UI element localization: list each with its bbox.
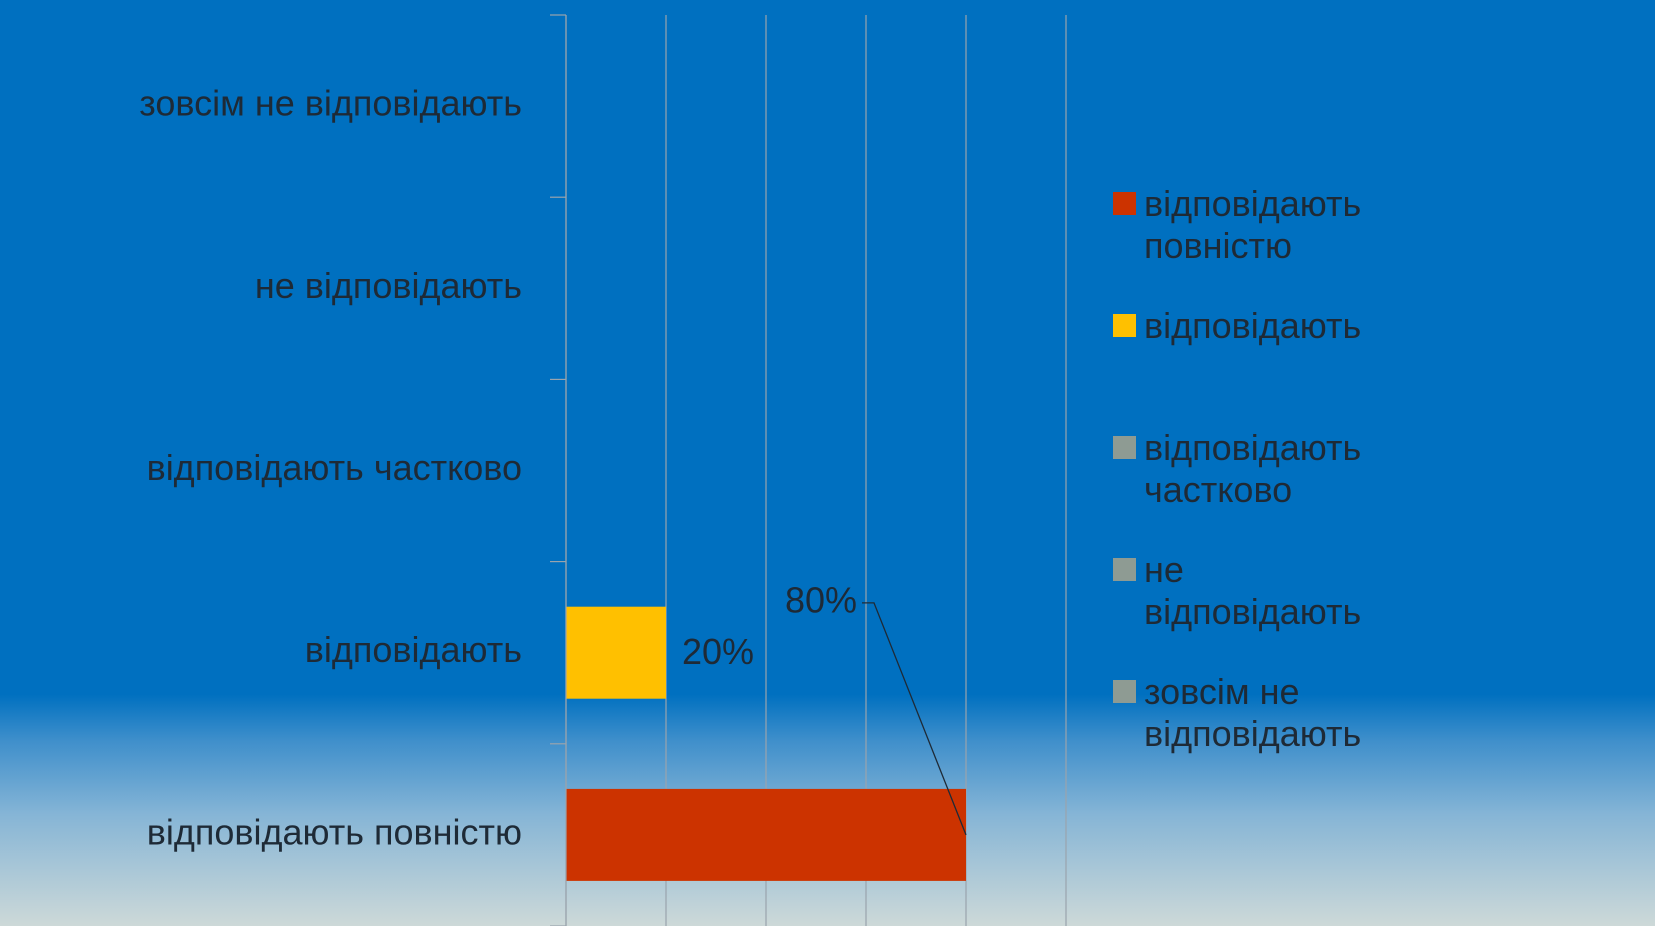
legend-swatch bbox=[1113, 558, 1136, 581]
legend-swatch bbox=[1113, 192, 1136, 215]
data-label: 20% bbox=[682, 631, 754, 672]
legend-item: відповідають частково bbox=[1113, 427, 1361, 511]
legend-swatch bbox=[1113, 436, 1136, 459]
y-tick-label: відповідають частково bbox=[147, 447, 522, 488]
y-tick-label: відповідають повністю bbox=[147, 811, 522, 852]
bar bbox=[566, 606, 666, 699]
legend-item: відповідають bbox=[1113, 305, 1361, 347]
legend-item: зовсім не відповідають bbox=[1113, 671, 1444, 755]
legend-label: не відповідають bbox=[1144, 549, 1362, 632]
legend-label: відповідають частково bbox=[1144, 427, 1362, 510]
bar bbox=[566, 788, 966, 881]
legend-label: відповідають повністю bbox=[1144, 183, 1362, 266]
legend-label: відповідають bbox=[1144, 305, 1362, 346]
legend-swatch bbox=[1113, 314, 1136, 337]
legend-label: зовсім не відповідають bbox=[1144, 671, 1362, 754]
y-tick-label: зовсім не відповідають bbox=[139, 83, 522, 124]
y-tick-label: не відповідають bbox=[255, 265, 522, 306]
leader-line bbox=[862, 602, 967, 836]
legend-item: відповідають повністю bbox=[1113, 183, 1361, 267]
legend-swatch bbox=[1113, 680, 1136, 703]
y-tick-label: відповідають bbox=[305, 629, 522, 670]
data-label: 80% bbox=[785, 579, 857, 620]
legend-item: не відповідають bbox=[1113, 549, 1361, 633]
